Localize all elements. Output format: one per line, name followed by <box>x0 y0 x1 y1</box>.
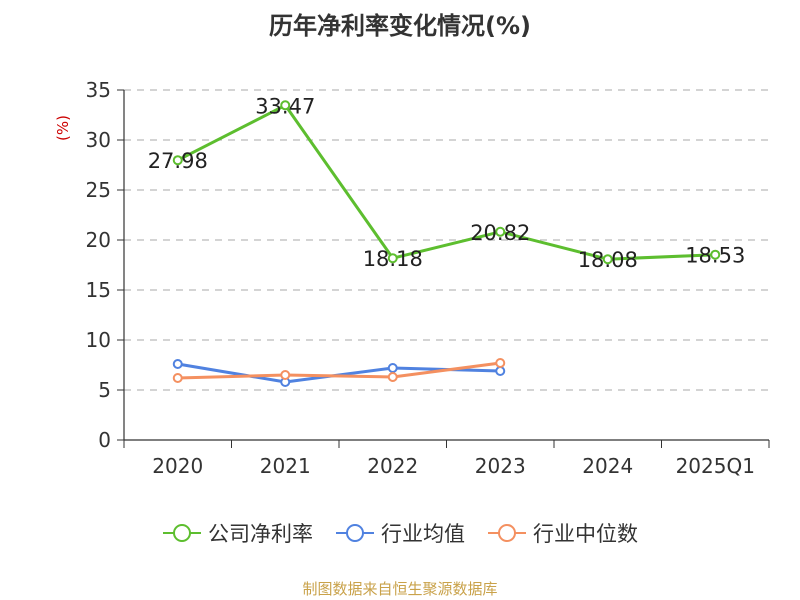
data-label: 27.98 <box>148 149 208 173</box>
x-tick-label: 2020 <box>152 454 203 478</box>
legend-label-industry-median: 行业中位数 <box>533 522 638 546</box>
y-tick-label: 20 <box>86 228 111 252</box>
x-tick-label: 2021 <box>260 454 311 478</box>
legend-label-company: 公司净利率 <box>208 522 313 546</box>
data-point-2 <box>387 372 398 382</box>
y-axis-label: (%) <box>54 115 72 141</box>
legend: 公司净利率 行业均值 行业中位数 <box>0 518 800 548</box>
x-tick-label: 2022 <box>367 454 418 478</box>
data-label: 18.08 <box>578 248 638 272</box>
data-label: 18.53 <box>685 244 745 268</box>
data-point-0 <box>172 155 183 166</box>
legend-swatch-industry-median <box>488 524 526 542</box>
data-point-0 <box>387 253 398 264</box>
series-line-1 <box>177 362 501 384</box>
data-label: 33.47 <box>255 94 315 118</box>
data-point-0 <box>710 249 721 260</box>
y-tick-label: 5 <box>98 378 111 402</box>
x-tick-label: 2024 <box>582 454 633 478</box>
legend-item-company[interactable]: 公司净利率 <box>162 518 313 548</box>
data-point-2 <box>172 373 183 383</box>
y-tick-label: 15 <box>86 278 111 302</box>
chart-title: 历年净利率变化情况(%) <box>269 12 531 40</box>
y-tick-label: 35 <box>86 78 111 102</box>
legend-marker <box>498 524 516 542</box>
legend-label-industry-mean: 行业均值 <box>381 522 465 546</box>
data-point-1 <box>387 363 398 373</box>
data-point-2 <box>280 370 291 380</box>
x-tick-label: 2023 <box>475 454 526 478</box>
y-tick-label: 30 <box>86 128 111 152</box>
data-label: 18.18 <box>363 247 423 271</box>
legend-swatch-industry-mean <box>336 524 374 542</box>
data-point-1 <box>172 359 183 369</box>
series-line-0 <box>177 103 716 261</box>
x-tick-label: 2025Q1 <box>676 454 755 478</box>
y-tick-label: 0 <box>98 428 111 452</box>
data-point-0 <box>602 254 613 265</box>
legend-swatch-company <box>163 524 201 542</box>
legend-marker <box>173 524 191 542</box>
data-point-0 <box>495 226 506 237</box>
data-point-1 <box>495 366 506 376</box>
legend-marker <box>346 524 364 542</box>
legend-item-industry-mean[interactable]: 行业均值 <box>335 518 465 548</box>
y-tick-label: 10 <box>86 328 111 352</box>
data-label: 20.82 <box>470 221 530 245</box>
legend-item-industry-median[interactable]: 行业中位数 <box>487 518 638 548</box>
series-line-2 <box>177 361 501 380</box>
data-point-2 <box>495 358 506 368</box>
y-tick-label: 25 <box>86 178 111 202</box>
source-footer: 制图数据来自恒生聚源数据库 <box>302 580 498 598</box>
data-point-0 <box>280 100 291 111</box>
